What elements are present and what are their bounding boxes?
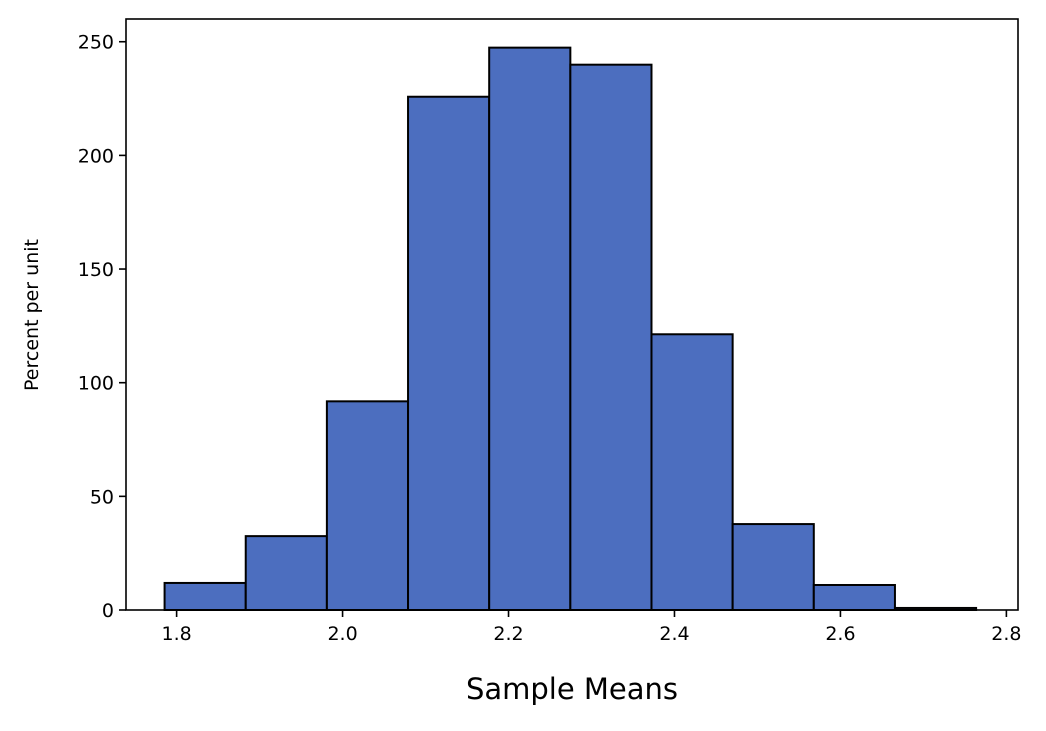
x-tick-label: 2.4 <box>659 623 689 645</box>
histogram-bar <box>407 95 491 611</box>
y-tick-label: 100 <box>78 373 114 395</box>
x-tick-label: 1.8 <box>162 623 192 645</box>
histogram-bar <box>731 523 815 612</box>
x-tick-label: 2.0 <box>327 623 357 645</box>
y-tick-label: 50 <box>90 486 114 508</box>
y-tick-label: 150 <box>78 259 114 281</box>
histogram-bar <box>812 583 896 611</box>
x-tick-label: 2.6 <box>825 623 855 645</box>
y-tick-label: 250 <box>78 32 114 54</box>
histogram-bar <box>244 535 328 611</box>
y-tick-label: 0 <box>102 600 114 622</box>
y-axis-label: Percent per unit <box>21 239 43 391</box>
histogram-bar <box>325 400 410 611</box>
histogram-bar <box>569 63 653 611</box>
x-tick-label: 2.2 <box>493 623 523 645</box>
histogram-bar <box>163 581 247 611</box>
x-axis-label: Sample Means <box>466 672 678 706</box>
histogram-bar <box>488 46 572 612</box>
histogram-bar <box>650 333 734 611</box>
plot-frame <box>125 18 1019 611</box>
x-tick-label: 2.8 <box>991 623 1021 645</box>
y-tick-label: 200 <box>78 145 114 167</box>
